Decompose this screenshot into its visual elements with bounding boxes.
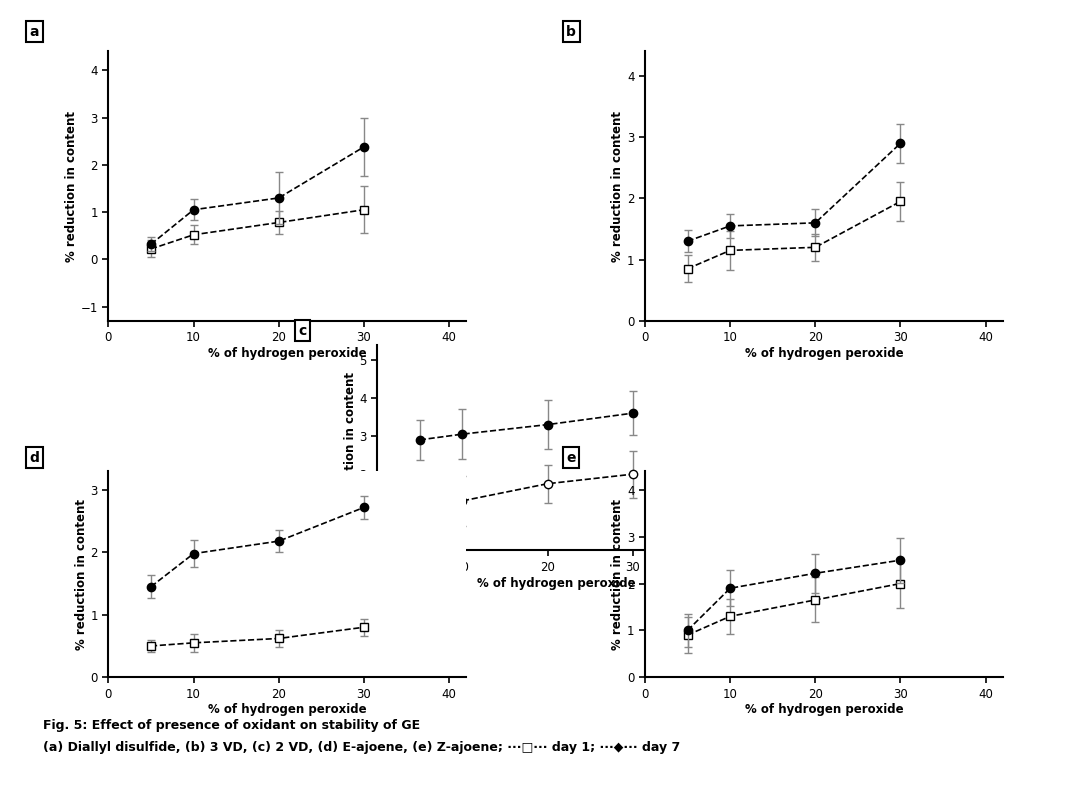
Text: Fig. 5: Effect of presence of oxidant on stability of GE: Fig. 5: Effect of presence of oxidant on… [43,719,421,732]
Y-axis label: % reduction in content: % reduction in content [344,372,357,523]
Text: e: e [566,451,576,465]
Text: d: d [29,451,40,465]
Text: b: b [566,25,577,39]
X-axis label: % of hydrogen peroxide: % of hydrogen peroxide [477,577,635,589]
Y-axis label: % reduction in content: % reduction in content [75,499,88,649]
Text: a: a [29,25,39,39]
Text: (a) Diallyl disulfide, (b) 3 VD, (c) 2 VD, (d) E-ajoene, (e) Z-ajoene; ···□··· d: (a) Diallyl disulfide, (b) 3 VD, (c) 2 V… [43,741,681,753]
Text: c: c [298,324,307,338]
Y-axis label: % reduction in content: % reduction in content [611,111,624,261]
Y-axis label: % reduction in content: % reduction in content [65,111,78,261]
X-axis label: % of hydrogen peroxide: % of hydrogen peroxide [745,347,903,360]
Y-axis label: % reduction in content: % reduction in content [611,499,624,649]
X-axis label: % of hydrogen peroxide: % of hydrogen peroxide [208,703,366,716]
X-axis label: % of hydrogen peroxide: % of hydrogen peroxide [208,347,366,360]
X-axis label: % of hydrogen peroxide: % of hydrogen peroxide [745,703,903,716]
